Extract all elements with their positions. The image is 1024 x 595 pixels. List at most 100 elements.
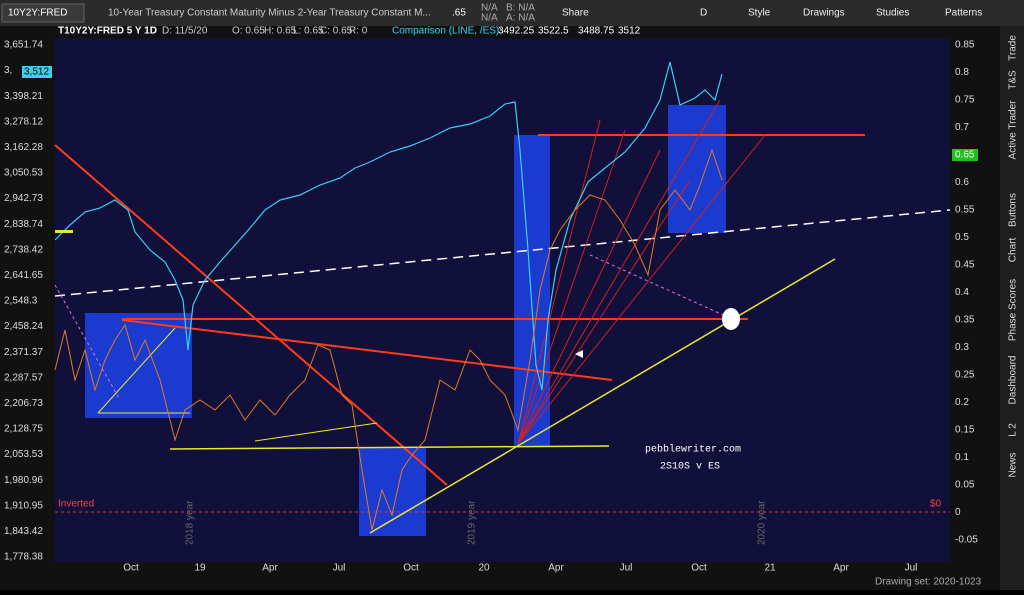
left-axis-label: 3,651.74 — [4, 40, 43, 51]
left-axis-label: 2,738.42 — [4, 244, 43, 255]
comparison: Comparison (LINE, /ES): — [392, 26, 502, 37]
comparison-value: 3522.5 — [538, 26, 569, 37]
trend-line — [121, 319, 613, 381]
box — [514, 135, 550, 446]
right-axis-label: 0.8 — [955, 67, 969, 78]
right-axis-label: 0.1 — [955, 452, 969, 463]
current-badge — [22, 66, 52, 78]
symbol-box[interactable] — [1, 3, 85, 23]
box — [359, 447, 426, 536]
left-axis-label: 1,843.42 — [4, 526, 43, 537]
current-value: 3,512 — [24, 67, 49, 78]
toolbar-button[interactable]: Drawings — [803, 8, 845, 19]
left-axis-label: 2,053.53 — [4, 449, 43, 460]
side-tab[interactable]: News — [1008, 452, 1019, 477]
right-axis-label: 0.15 — [955, 425, 975, 436]
trend-line — [589, 254, 731, 319]
right-axis-label: 0.85 — [955, 40, 975, 51]
left-axis-label: 3,050.53 — [4, 168, 43, 179]
quote: N/A — [481, 3, 498, 14]
annotation: $0 — [930, 499, 942, 510]
last-price: .65 — [452, 8, 466, 19]
toolbar-button[interactable]: Style — [748, 8, 771, 19]
header-field: D: 11/5/20 — [162, 26, 208, 37]
es-line — [54, 61, 723, 391]
header-field: H: 0.65 — [264, 26, 297, 37]
marker — [55, 230, 73, 233]
left-axis-label: 2,548.3 — [4, 296, 38, 307]
header-field: L: 0.65 — [293, 26, 324, 37]
x-axis-label: Oct — [403, 563, 419, 574]
current-badge — [952, 149, 978, 161]
x-axis-label: Oct — [691, 563, 707, 574]
x-axis-label: Apr — [262, 563, 278, 574]
annotation: Inverted — [58, 499, 94, 510]
toolbar-button[interactable]: Studies — [876, 8, 909, 19]
symbol: 10Y2Y:FRED — [8, 8, 67, 19]
description: 10-Year Treasury Constant Maturity Minus… — [108, 8, 431, 19]
current-value: 0.65 — [955, 150, 975, 161]
side-panel — [1000, 26, 1024, 590]
x-axis-label: Apr — [548, 563, 564, 574]
left-axis-label: 2,838.74 — [4, 219, 43, 230]
trend-line — [97, 327, 176, 414]
x-axis-label: Jul — [620, 563, 633, 574]
right-axis-label: 0 — [955, 507, 961, 518]
trend-line — [169, 445, 610, 450]
side-tab[interactable]: Chart — [1008, 238, 1019, 263]
annotation: 2S10S v ES — [660, 462, 720, 473]
drawings — [54, 61, 951, 536]
annotation: pebblewriter.com — [645, 444, 741, 456]
side-tab[interactable]: Active Trader — [1008, 100, 1019, 160]
footer: Drawing set: 2020-1023 — [875, 577, 982, 588]
comparison-value: 3488.75 — [578, 26, 615, 37]
x-axis-label: Jul — [333, 563, 346, 574]
trend-line — [54, 284, 121, 401]
right-axis-label: 0.2 — [955, 397, 969, 408]
left-axis-label: 2,287.57 — [4, 372, 43, 383]
right-axis-label: 0.25 — [955, 370, 975, 381]
side-tab[interactable]: T&S — [1008, 70, 1019, 90]
toolbar-button[interactable]: Patterns — [945, 8, 982, 19]
header-field: O: 0.65 — [232, 26, 265, 37]
right-axis-label: 0.45 — [955, 260, 975, 271]
trend-line — [369, 258, 836, 534]
bid: B: N/A — [506, 3, 535, 14]
toolbar-button[interactable]: D — [700, 8, 707, 19]
side-tab[interactable]: Trade — [1008, 35, 1019, 61]
left-axis-label: 1,910.95 — [4, 500, 43, 511]
year-marker: 2019 year — [467, 500, 478, 545]
right-axis-label: 0.35 — [955, 315, 975, 326]
side-tab[interactable]: Dashboard — [1008, 356, 1019, 405]
left-axis-label: 2,458.24 — [4, 321, 43, 332]
left-axis-label: 3, — [4, 65, 12, 76]
toolbar — [0, 0, 1024, 26]
side-tab[interactable]: L 2 — [1008, 423, 1019, 437]
chart-area — [55, 38, 950, 562]
spread-line — [54, 148, 723, 531]
x-axis-label: Apr — [833, 563, 849, 574]
left-axis-label: 1,980.96 — [4, 475, 43, 486]
study-label: T10Y2Y:FRED 5 Y 1D — [58, 26, 157, 37]
side-tab[interactable]: Buttons — [1008, 193, 1019, 227]
ask: A: N/A — [506, 13, 535, 24]
toolbar-button[interactable]: Share — [562, 8, 589, 19]
left-axis-label: 2,641.65 — [4, 270, 43, 281]
arrow — [575, 350, 583, 358]
right-axis-label: 0.55 — [955, 205, 975, 216]
left-axis-label: 2,206.73 — [4, 398, 43, 409]
x-axis-label: 20 — [478, 563, 490, 574]
right-axis-label: -0.05 — [955, 535, 978, 546]
highlight-marker — [722, 308, 740, 330]
x-axis-label: 19 — [194, 563, 206, 574]
header-field: R: 0 — [349, 26, 368, 37]
year-marker: 2020 year — [757, 500, 768, 545]
right-axis-label: 0.7 — [955, 122, 969, 133]
left-axis-label: 3,162.28 — [4, 142, 43, 153]
side-tab[interactable]: Phase Scores — [1008, 279, 1019, 341]
comparison-value: 3512 — [618, 26, 641, 37]
x-axis-label: Jul — [905, 563, 918, 574]
x-axis-label: 21 — [764, 563, 776, 574]
year-marker: 2018 year — [185, 500, 196, 545]
